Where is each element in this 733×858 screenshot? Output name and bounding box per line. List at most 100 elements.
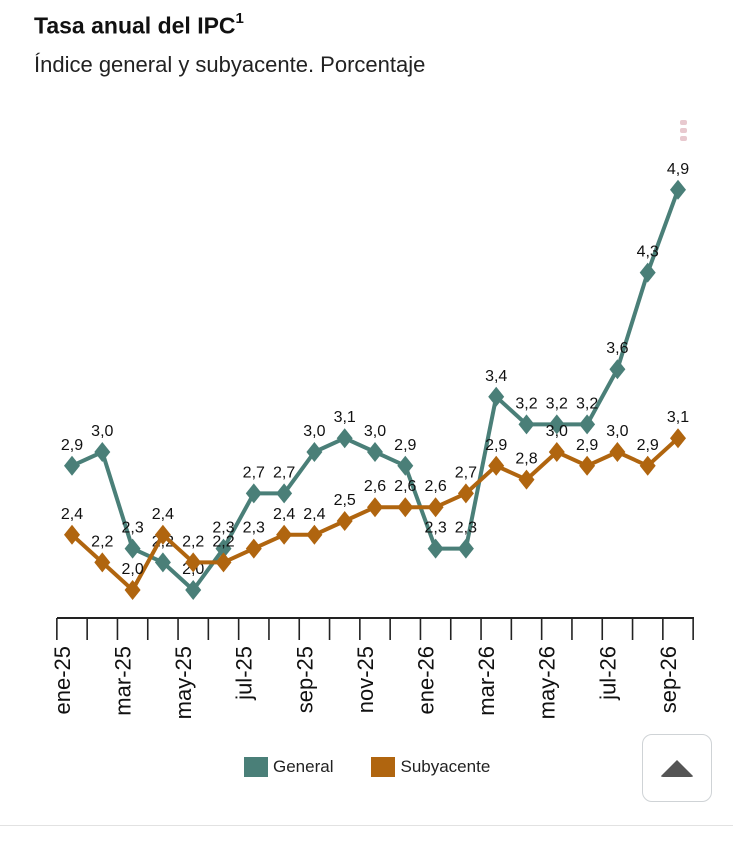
data-point-subyacente[interactable] <box>336 511 353 531</box>
x-tick-label: ene-26 <box>413 646 438 715</box>
data-point-subyacente[interactable] <box>488 455 505 476</box>
data-label-subyacente: 3,1 <box>667 409 689 426</box>
data-label-subyacente: 2,9 <box>637 437 659 454</box>
data-point-subyacente[interactable] <box>548 442 565 462</box>
data-point-general[interactable] <box>185 580 202 600</box>
x-tick-label: sep-25 <box>292 646 317 713</box>
data-label-subyacente: 2,6 <box>364 478 386 495</box>
x-tick-label: jul-26 <box>595 646 620 701</box>
data-point-subyacente[interactable] <box>185 552 202 573</box>
arrow-up-icon <box>660 759 694 777</box>
x-tick-label: nov-25 <box>353 646 378 713</box>
chart-title: Tasa anual del IPC1 <box>34 10 244 39</box>
data-point-subyacente[interactable] <box>64 524 80 545</box>
data-label-subyacente: 2,6 <box>424 478 446 495</box>
chart-legend: General Subyacente <box>244 757 528 777</box>
data-point-general[interactable] <box>609 359 626 380</box>
data-point-general[interactable] <box>548 414 565 435</box>
data-point-subyacente[interactable] <box>276 524 293 545</box>
legend-swatch-subyacente <box>371 757 396 777</box>
data-point-subyacente[interactable] <box>306 524 323 545</box>
data-point-general[interactable] <box>154 552 171 573</box>
data-label-general: 3,6 <box>606 340 628 357</box>
data-label-subyacente: 2,4 <box>273 506 295 523</box>
legend-item-general[interactable]: General <box>244 757 333 777</box>
x-tick-label: sep-26 <box>656 646 681 713</box>
data-point-general[interactable] <box>518 414 535 435</box>
data-label-general: 2,9 <box>394 437 416 454</box>
data-point-general[interactable] <box>245 483 262 504</box>
data-point-subyacente[interactable] <box>124 580 141 600</box>
legend-label-subyacente: Subyacente <box>400 757 491 776</box>
data-label-subyacente: 2,4 <box>303 506 325 523</box>
x-tick-label: may-25 <box>171 646 196 719</box>
data-label-subyacente: 2,9 <box>576 437 598 454</box>
data-point-general[interactable] <box>124 538 141 559</box>
data-point-subyacente[interactable] <box>639 455 656 476</box>
data-label-general: 3,2 <box>576 395 598 412</box>
data-label-subyacente: 2,2 <box>212 533 234 550</box>
data-point-general[interactable] <box>367 442 383 462</box>
data-point-general[interactable] <box>639 262 656 283</box>
data-point-subyacente[interactable] <box>94 552 111 573</box>
data-label-general: 3,0 <box>303 423 325 440</box>
data-point-subyacente[interactable] <box>579 455 596 476</box>
data-point-subyacente[interactable] <box>397 497 414 518</box>
data-label-subyacente: 3,0 <box>546 423 568 440</box>
data-point-subyacente[interactable] <box>518 469 535 490</box>
data-label-subyacente: 2,4 <box>152 506 174 523</box>
data-label-general: 2,7 <box>243 464 265 481</box>
divider <box>0 825 733 826</box>
data-label-general: 2,3 <box>455 520 477 537</box>
data-label-general: 2,9 <box>61 437 83 454</box>
data-label-subyacente: 2,7 <box>455 464 477 481</box>
data-point-subyacente[interactable] <box>670 428 686 449</box>
data-point-subyacente[interactable] <box>367 497 383 518</box>
data-point-general[interactable] <box>488 386 505 407</box>
data-label-subyacente: 3,0 <box>606 423 628 440</box>
data-point-subyacente[interactable] <box>609 442 626 462</box>
x-tick-label: may-26 <box>535 646 560 719</box>
more-options-icon[interactable] <box>680 120 688 144</box>
data-point-general[interactable] <box>64 455 80 476</box>
x-tick-label: mar-25 <box>110 646 135 716</box>
data-label-subyacente: 2,2 <box>91 533 113 550</box>
line-chart: ene-25 mar-25 may-25 jul-25 sep-25 nov-25 ene-… <box>50 161 694 719</box>
scroll-to-top-button[interactable] <box>642 734 712 802</box>
data-label-subyacente: 2,6 <box>394 478 416 495</box>
data-point-subyacente[interactable] <box>154 524 171 545</box>
data-point-general[interactable] <box>670 179 686 200</box>
data-label-general: 2,7 <box>273 464 295 481</box>
data-point-general[interactable] <box>276 483 293 504</box>
data-point-general[interactable] <box>457 538 474 559</box>
data-point-general[interactable] <box>94 442 111 462</box>
data-label-general: 3,2 <box>515 395 537 412</box>
x-tick-label: ene-25 <box>50 646 75 715</box>
data-point-general[interactable] <box>306 442 323 462</box>
data-label-subyacente: 2,4 <box>61 506 83 523</box>
data-point-subyacente[interactable] <box>427 497 444 518</box>
data-label-subyacente: 2,8 <box>515 451 537 468</box>
data-point-general[interactable] <box>579 414 596 435</box>
legend-item-subyacente[interactable]: Subyacente <box>371 757 490 777</box>
data-label-general: 3,2 <box>546 395 568 412</box>
data-label-general: 2,3 <box>424 520 446 537</box>
data-label-subyacente: 2,2 <box>182 533 204 550</box>
x-tick-label: jul-25 <box>232 646 257 701</box>
data-label-general: 4,3 <box>637 244 659 261</box>
data-label-subyacente: 2,5 <box>334 492 356 509</box>
data-point-general[interactable] <box>427 538 444 559</box>
x-tick-label: mar-26 <box>474 646 499 716</box>
legend-label-general: General <box>273 757 334 776</box>
data-point-subyacente[interactable] <box>245 538 262 559</box>
data-label-general: 2,3 <box>121 520 143 537</box>
data-point-subyacente[interactable] <box>215 552 232 573</box>
data-label-general: 3,4 <box>485 368 507 385</box>
data-label-subyacente: 2,0 <box>121 561 143 578</box>
data-point-general[interactable] <box>397 455 414 476</box>
data-point-general[interactable] <box>336 428 353 449</box>
data-label-general: 3,0 <box>364 423 386 440</box>
data-point-subyacente[interactable] <box>457 483 474 504</box>
data-label-general: 3,1 <box>334 409 356 426</box>
data-point-general[interactable] <box>215 538 232 559</box>
